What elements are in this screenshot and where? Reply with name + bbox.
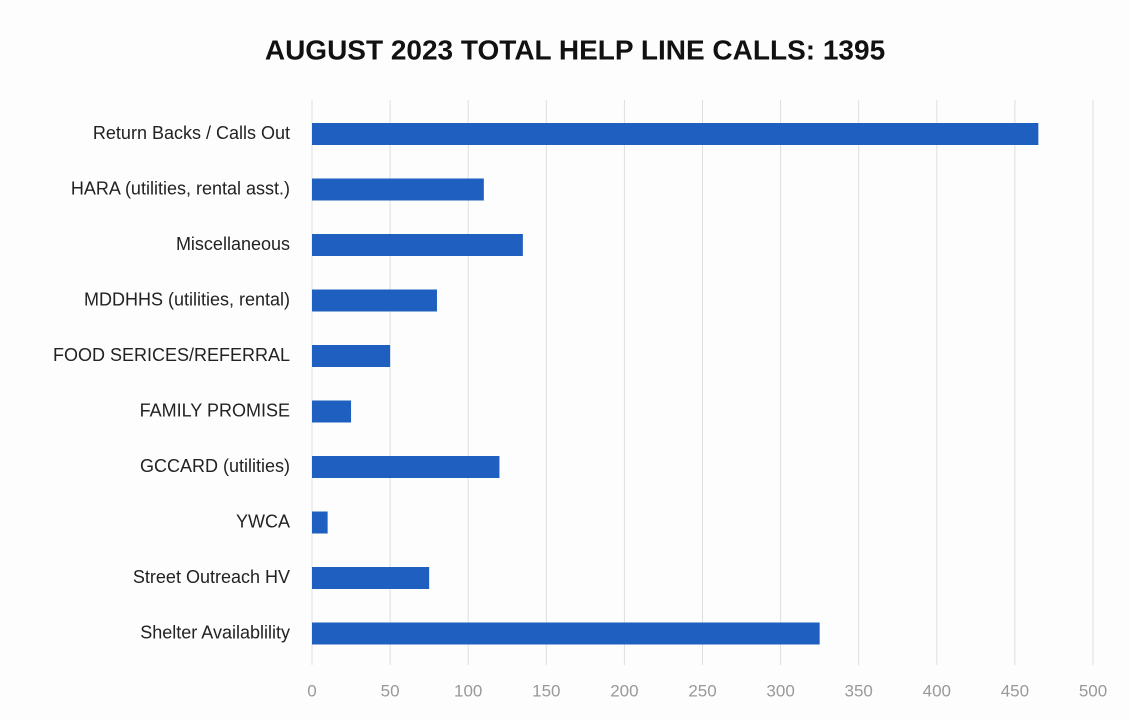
bar: [312, 622, 820, 645]
x-tick-label: 200: [610, 681, 638, 700]
bar: [312, 511, 328, 534]
y-tick-label: HARA (utilities, rental asst.): [71, 178, 290, 198]
x-tick-label: 350: [845, 681, 873, 700]
y-tick-label: Street Outreach HV: [133, 567, 290, 587]
bar: [312, 289, 437, 312]
y-tick-label: FAMILY PROMISE: [140, 400, 290, 420]
chart-title: AUGUST 2023 TOTAL HELP LINE CALLS: 1395: [265, 34, 885, 65]
x-tick-label: 250: [688, 681, 716, 700]
x-tick-label: 500: [1079, 681, 1107, 700]
x-tick-label: 0: [307, 681, 316, 700]
y-tick-label: Return Backs / Calls Out: [93, 123, 290, 143]
x-tick-label: 100: [454, 681, 482, 700]
y-tick-label: MDDHHS (utilities, rental): [84, 289, 290, 309]
x-tick-label: 150: [532, 681, 560, 700]
y-tick-label: Miscellaneous: [176, 234, 290, 254]
x-tick-label: 50: [381, 681, 400, 700]
bar: [312, 400, 352, 423]
bar: [312, 178, 484, 201]
y-tick-label: FOOD SERICES/REFERRAL: [53, 345, 290, 365]
bar: [312, 234, 523, 256]
y-tick-label: Shelter Availablility: [140, 622, 290, 642]
bar: [312, 567, 430, 589]
x-tick-label: 400: [923, 681, 951, 700]
bar: [312, 123, 1039, 145]
y-tick-label: GCCARD (utilities): [140, 456, 290, 476]
x-tick-label: 450: [1001, 681, 1029, 700]
y-tick-label: YWCA: [236, 511, 290, 531]
bar: [312, 456, 500, 478]
x-tick-label: 300: [766, 681, 794, 700]
bar: [312, 345, 391, 367]
